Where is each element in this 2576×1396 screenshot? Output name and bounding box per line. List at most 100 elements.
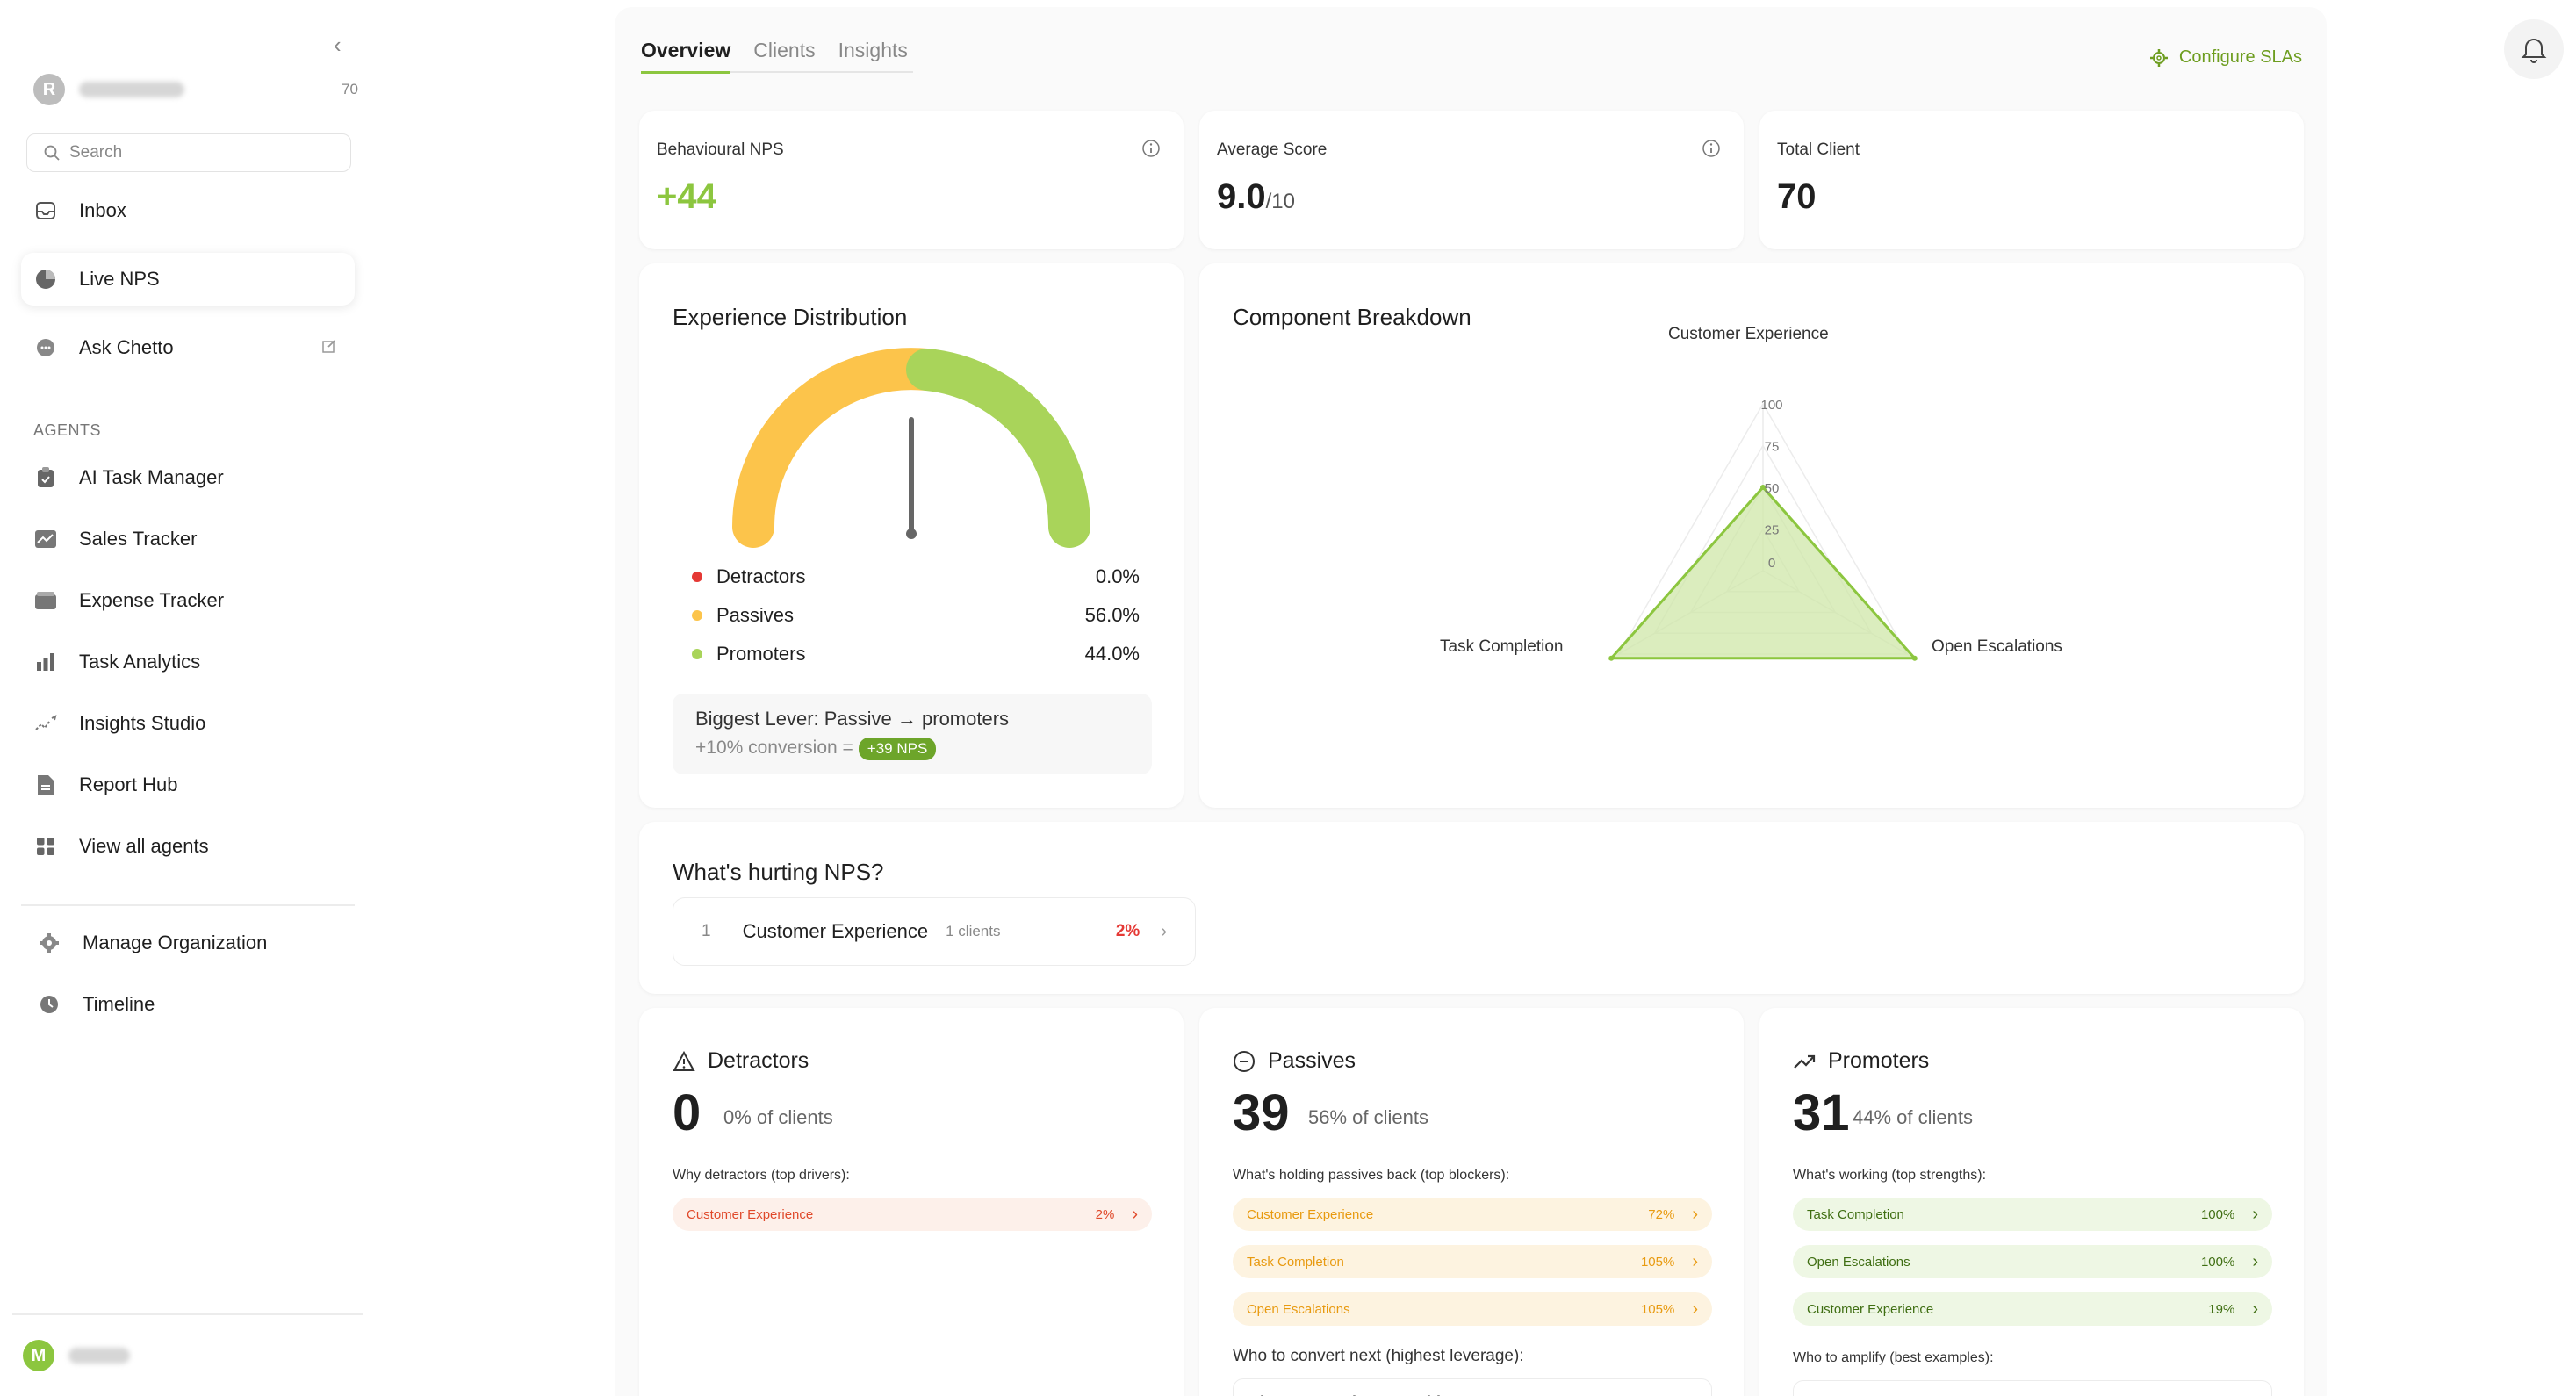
legend-value: 0.0% bbox=[1095, 565, 1140, 587]
driver-pct: 100% bbox=[2200, 1254, 2235, 1270]
driver-row[interactable]: Customer Experience 72% › bbox=[1233, 1198, 1712, 1231]
sidebar-item-task-analytics[interactable]: Task Analytics bbox=[21, 636, 355, 688]
legend-dot bbox=[692, 610, 702, 621]
kpi-label: Behavioural NPS bbox=[657, 140, 784, 159]
kpi-value: +44 bbox=[657, 177, 716, 216]
radar-data-point-2 bbox=[1911, 655, 1918, 661]
driver-row[interactable]: Open Escalations 105% › bbox=[1233, 1292, 1712, 1326]
tab-bar: Overview Clients Insights bbox=[641, 39, 908, 74]
warning-icon bbox=[673, 1050, 695, 1071]
radar-tick-label: 0 bbox=[1768, 556, 1775, 571]
driver-row[interactable]: Customer Experience 2% › bbox=[673, 1198, 1152, 1231]
convert-next-item[interactable]: chetto GTM Ideas - Sunitha bbox=[1233, 1378, 1712, 1396]
driver-label: Open Escalations bbox=[1807, 1254, 1910, 1270]
edit-icon[interactable] bbox=[321, 336, 337, 359]
radar-chart: 100 75 50 25 0 bbox=[1608, 398, 1918, 661]
hurting-count: 1 clients bbox=[946, 923, 1001, 939]
collapse-sidebar-icon[interactable]: ‹ bbox=[334, 32, 342, 58]
info-icon[interactable] bbox=[1702, 139, 1721, 162]
legend-label: Promoters bbox=[716, 643, 806, 665]
radar-axis-label-task-completion: Task Completion bbox=[1440, 637, 1564, 656]
sidebar-item-report-hub[interactable]: Report Hub bbox=[21, 759, 355, 811]
average-score-value: 9.0 bbox=[1217, 177, 1266, 216]
hurting-row[interactable]: 1 Customer Experience 1 clients 2% › bbox=[673, 897, 1196, 966]
segment-title: Passives bbox=[1233, 1048, 1356, 1074]
sidebar-item-label: View all agents bbox=[79, 835, 209, 857]
search-box[interactable] bbox=[26, 133, 351, 172]
chart-title: Component Breakdown bbox=[1233, 304, 1471, 330]
gauge-promoters-arc bbox=[906, 349, 1090, 548]
account-menu[interactable]: M bbox=[23, 1340, 130, 1371]
clock-icon bbox=[37, 992, 61, 1017]
legend-value: 44.0% bbox=[1084, 643, 1140, 665]
segment-share: 0% of clients bbox=[723, 1106, 833, 1128]
driver-label: Customer Experience bbox=[1807, 1301, 1934, 1317]
radar-axis-label-open-escalations: Open Escalations bbox=[1932, 637, 2062, 656]
sidebar-item-sales-tracker[interactable]: Sales Tracker bbox=[21, 513, 355, 565]
divider bbox=[21, 904, 355, 906]
user-name-redacted bbox=[79, 82, 184, 97]
gauge-chart bbox=[732, 348, 1090, 548]
sidebar-item-ask-chetto[interactable]: Ask Chetto bbox=[21, 321, 355, 374]
segment-count: 39 bbox=[1233, 1084, 1290, 1141]
amplify-item[interactable]: Chetto <> Grit bbox=[1793, 1380, 2272, 1396]
sidebar-item-manage-organization[interactable]: Manage Organization bbox=[25, 917, 358, 969]
radar-series-area bbox=[1608, 485, 1918, 660]
bell-icon bbox=[2521, 39, 2547, 63]
segment-title: Promoters bbox=[1793, 1048, 1929, 1074]
notifications-button[interactable] bbox=[2504, 19, 2564, 79]
search-input[interactable] bbox=[69, 143, 333, 162]
workspace-switcher[interactable]: R 70 bbox=[33, 72, 358, 107]
agents-section-label: AGENTS bbox=[33, 421, 102, 439]
radar-tick-label: 100 bbox=[1760, 398, 1782, 413]
radar-tick-label: 25 bbox=[1765, 523, 1780, 538]
sidebar-item-view-all-agents[interactable]: View all agents bbox=[21, 820, 355, 873]
chevron-right-icon: › bbox=[1692, 1251, 1698, 1271]
segment-title: Detractors bbox=[673, 1048, 809, 1074]
sidebar-item-expense-tracker[interactable]: Expense Tracker bbox=[21, 574, 355, 627]
radar-data-point-0 bbox=[1760, 485, 1766, 490]
driver-row[interactable]: Task Completion 105% › bbox=[1233, 1245, 1712, 1278]
user-name-redacted bbox=[68, 1348, 130, 1364]
component-breakdown-card: Component Breakdown 100 75 50 25 0 Customer … bbox=[1199, 263, 2304, 808]
driver-pct: 100% bbox=[2200, 1206, 2235, 1222]
driver-row[interactable]: Task Completion 100% › bbox=[1793, 1198, 2272, 1231]
sidebar-item-label: Manage Organization bbox=[83, 932, 268, 953]
sidebar-item-label: Timeline bbox=[83, 993, 155, 1015]
legend-dot bbox=[692, 649, 702, 659]
info-icon[interactable] bbox=[1141, 139, 1161, 162]
chevron-right-icon: › bbox=[1132, 1204, 1138, 1224]
sidebar-item-inbox[interactable]: Inbox bbox=[21, 184, 355, 237]
kpi-card-nps: Behavioural NPS +44 bbox=[639, 111, 1184, 249]
sidebar-item-timeline[interactable]: Timeline bbox=[25, 978, 358, 1031]
sidebar-item-ai-task-manager[interactable]: AI Task Manager bbox=[21, 451, 355, 504]
driver-pct: 19% bbox=[2208, 1301, 2235, 1317]
segment-count: 31 bbox=[1793, 1084, 1850, 1141]
pie-chart-icon bbox=[33, 267, 58, 291]
driver-pct: 72% bbox=[1648, 1206, 1675, 1222]
sidebar-item-insights-studio[interactable]: Insights Studio bbox=[21, 697, 355, 750]
chat-bubble-icon bbox=[33, 335, 58, 360]
lever-nps-pill: +39 NPS bbox=[858, 738, 937, 760]
driver-row[interactable]: Customer Experience 19% › bbox=[1793, 1292, 2272, 1326]
wallet-icon bbox=[33, 588, 58, 613]
tab-overview[interactable]: Overview bbox=[641, 39, 731, 74]
grid-icon bbox=[33, 834, 58, 859]
document-icon bbox=[33, 773, 58, 797]
hurting-name: Customer Experience bbox=[742, 920, 929, 942]
tab-clients[interactable]: Clients bbox=[753, 39, 816, 61]
tab-insights[interactable]: Insights bbox=[838, 39, 908, 61]
sidebar-item-live-nps[interactable]: Live NPS bbox=[21, 253, 355, 306]
sidebar-item-label: Ask Chetto bbox=[79, 336, 174, 358]
driver-row[interactable]: Open Escalations 100% › bbox=[1793, 1245, 2272, 1278]
configure-slas-button[interactable]: Configure SLAs bbox=[2149, 47, 2302, 68]
biggest-lever-callout: Biggest Lever: Passive → promoters +10% … bbox=[673, 694, 1152, 774]
card-title: What's hurting NPS? bbox=[673, 859, 884, 885]
segment-title-label: Passives bbox=[1268, 1048, 1356, 1073]
hurting-pct: 2% bbox=[1115, 922, 1140, 940]
average-score-suffix: /10 bbox=[1265, 190, 1295, 213]
segment-share: 56% of clients bbox=[1308, 1106, 1428, 1128]
sidebar-item-label: Task Analytics bbox=[79, 651, 201, 673]
gear-icon bbox=[2149, 48, 2168, 67]
lever-title: Biggest Lever: Passive → promoters bbox=[695, 708, 1010, 730]
